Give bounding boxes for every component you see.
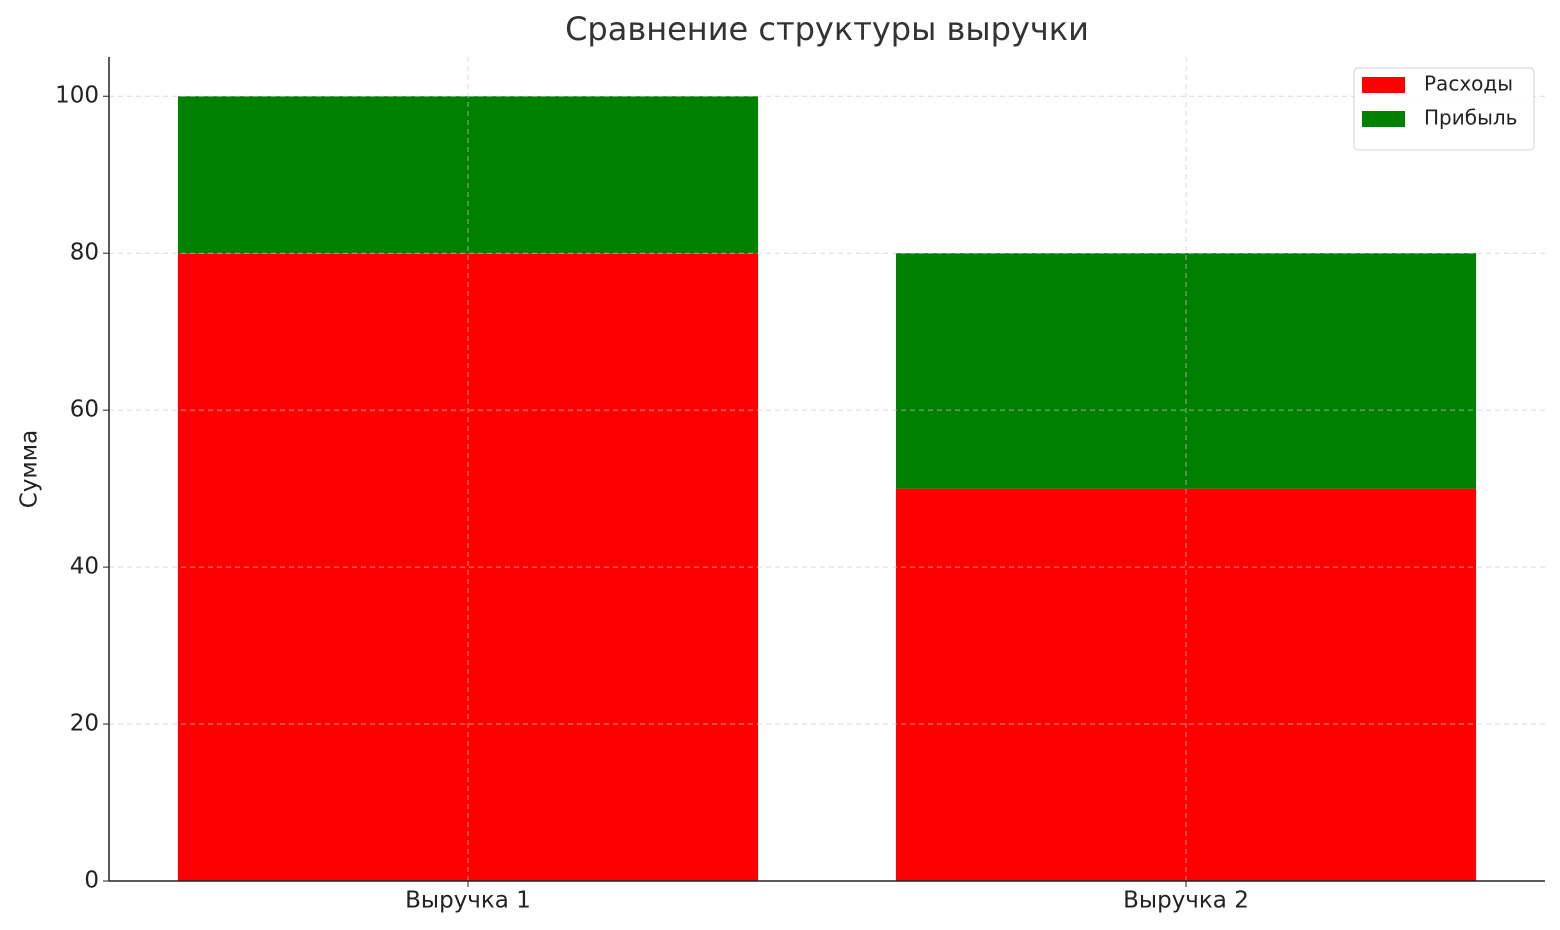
legend: Расходы Прибыль: [1353, 67, 1535, 151]
bars: [177, 96, 1477, 881]
y-tick-label: 40: [70, 554, 99, 580]
legend-label: Расходы: [1424, 72, 1513, 96]
y-tick-label: 60: [70, 397, 99, 423]
legend-label: Прибыль: [1424, 106, 1517, 130]
x-tick-label: Выручка 1: [405, 888, 531, 914]
legend-swatch: [1362, 77, 1405, 93]
y-axis-label: Сумма: [17, 430, 43, 508]
legend-swatch: [1362, 111, 1405, 127]
y-tick-label: 100: [55, 83, 99, 109]
x-tick-label: Выручка 2: [1123, 888, 1249, 914]
y-tick-label: 80: [70, 240, 99, 266]
grid: [109, 57, 1545, 882]
y-tick-label: 20: [70, 711, 99, 737]
y-tick-label: 0: [84, 868, 99, 894]
chart-title: Сравнение структуры выручки: [565, 10, 1089, 48]
axes: 0 20 40 60 80 100 Выручка 1 Выручка 2: [55, 57, 1545, 914]
